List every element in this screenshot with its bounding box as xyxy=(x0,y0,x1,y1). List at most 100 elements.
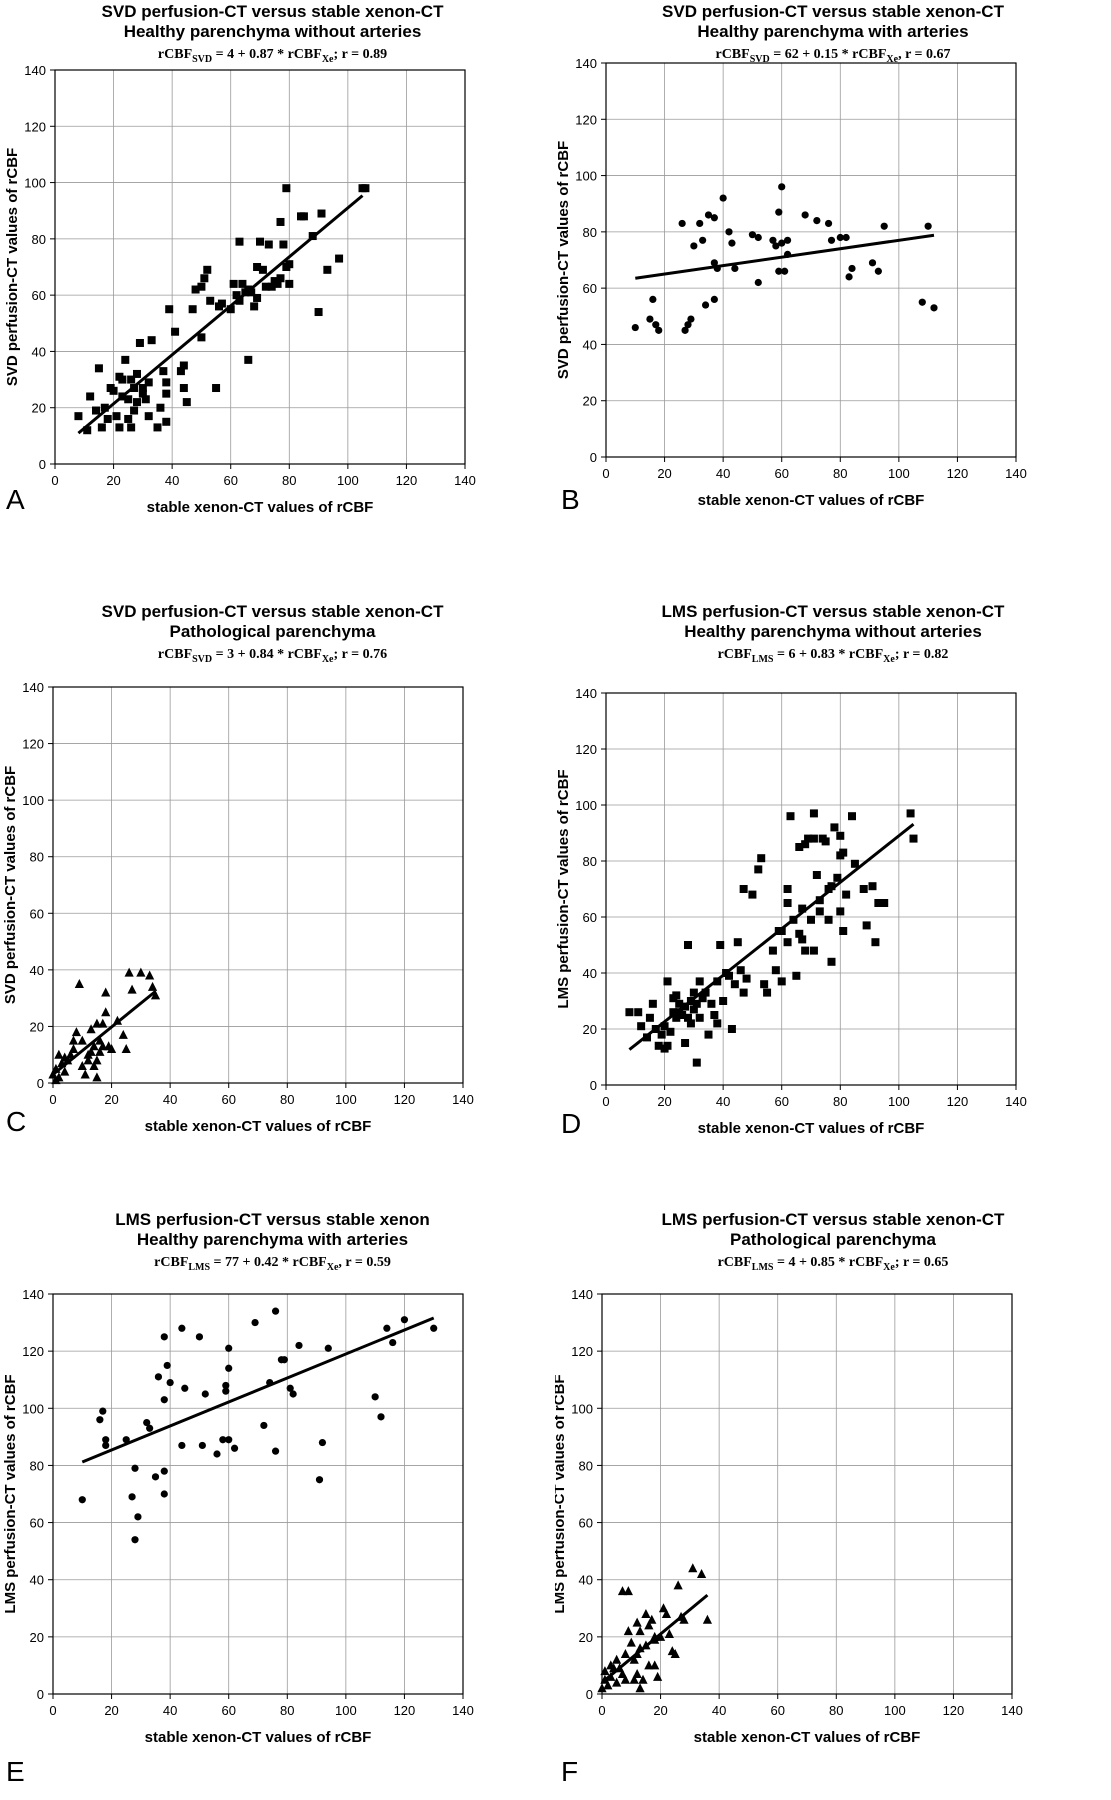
eq-prefix: rCBF xyxy=(715,47,750,62)
data-point-triangle xyxy=(54,1049,64,1059)
y-axis-label: SVD perfusion-CT values of rCBF xyxy=(4,148,21,386)
data-point-square xyxy=(768,946,777,955)
data-point-circle xyxy=(146,1424,154,1432)
x-tick-label: 60 xyxy=(770,1703,784,1718)
data-point-circle xyxy=(400,1316,409,1324)
data-point-square xyxy=(839,848,848,857)
y-axis-label: SVD perfusion-CT values of rCBF xyxy=(2,766,19,1004)
data-point-square xyxy=(719,997,728,1005)
data-point-square xyxy=(97,423,106,432)
x-tick-label: 140 xyxy=(452,1703,474,1718)
data-point-square xyxy=(801,946,810,955)
data-point-square xyxy=(188,305,197,314)
x-tick-label: 80 xyxy=(282,473,296,488)
data-point-square xyxy=(783,938,792,947)
data-point-triangle xyxy=(89,1061,99,1071)
data-point-triangle xyxy=(635,1683,645,1693)
x-tick-label: 140 xyxy=(1005,1094,1027,1109)
data-point-triangle xyxy=(71,1027,82,1037)
data-point-circle xyxy=(181,1384,189,1392)
data-point-square xyxy=(264,240,273,249)
data-point-square xyxy=(645,1013,654,1022)
data-point-square xyxy=(821,837,830,846)
data-point-square xyxy=(226,305,235,314)
eq-suffix: , r = 0.67 xyxy=(898,47,951,62)
data-point-circle xyxy=(225,1436,233,1444)
eq-sub1: LMS xyxy=(751,653,774,665)
data-point-circle xyxy=(813,217,821,225)
data-point-triangle xyxy=(629,1654,639,1664)
data-point-triangle xyxy=(77,1061,87,1071)
eq-mid: = 62 + 0.15 * rCBF xyxy=(769,47,887,62)
regression-equation: rCBFLMS = 4 + 0.85 * rCBFXe; r = 0.65 xyxy=(555,1254,1111,1277)
data-point-triangle xyxy=(77,1035,87,1045)
chart-title-line2: Healthy parenchyma without arteries xyxy=(123,22,422,41)
data-point-square xyxy=(317,209,326,218)
data-point-triangle xyxy=(661,1609,672,1618)
data-point-square xyxy=(815,907,824,916)
data-point-circle xyxy=(178,1324,186,1332)
data-point-triangle xyxy=(644,1620,654,1630)
y-tick-label: 80 xyxy=(579,1458,593,1473)
y-tick-label: 140 xyxy=(571,1287,593,1302)
y-tick-label: 20 xyxy=(579,1630,593,1645)
data-point-circle xyxy=(646,315,654,323)
plot-frame xyxy=(52,1293,464,1695)
data-point-circle xyxy=(230,1444,239,1452)
data-point-square xyxy=(783,899,792,907)
data-point-square xyxy=(801,840,810,849)
data-point-square xyxy=(795,929,804,938)
data-point-square xyxy=(258,265,267,274)
eq-prefix: rCBF xyxy=(154,1255,189,1270)
y-tick-label: 40 xyxy=(583,966,597,981)
y-tick-label: 120 xyxy=(575,742,597,757)
y-tick-label: 20 xyxy=(583,1022,597,1037)
y-tick-label: 0 xyxy=(590,1078,597,1093)
data-point-circle xyxy=(128,1493,136,1501)
y-tick-label: 40 xyxy=(30,1573,44,1588)
y-tick-label: 120 xyxy=(575,112,597,127)
x-axis-label: stable xenon-CT values of rCBF xyxy=(698,492,925,509)
data-point-square xyxy=(121,355,130,364)
data-point-circle xyxy=(160,1333,168,1341)
data-point-triangle xyxy=(635,1626,645,1636)
chart-title: LMS perfusion-CT versus stable xenon-CT P… xyxy=(555,1210,1111,1250)
scatter-plot-e: 00 20 20 40 40 60 60 80 80 100 100 120 120 140 140 stab… xyxy=(2,1287,474,1746)
y-tick-label: 20 xyxy=(30,1019,44,1034)
regression-line xyxy=(628,823,915,1051)
data-point-circle xyxy=(874,267,882,275)
scatter-plot-c: 00 20 20 40 40 60 60 80 80 100 100 120 120 140 140 stab… xyxy=(2,680,474,1135)
y-axis-label: LMS perfusion-CT values of rCBF xyxy=(2,1374,19,1613)
data-point-triangle xyxy=(92,1055,102,1065)
data-point-circle xyxy=(775,267,783,275)
eq-suffix: ; r = 0.76 xyxy=(333,647,388,662)
data-point-circle xyxy=(684,321,692,329)
data-point-triangle xyxy=(124,967,134,977)
data-point-square xyxy=(871,938,880,947)
eq-prefix: rCBF xyxy=(717,647,752,662)
eq-suffix: ; r = 0.65 xyxy=(894,1255,949,1270)
data-point-square xyxy=(909,834,918,843)
plot-frame xyxy=(52,686,464,1084)
data-point-square xyxy=(836,907,845,916)
data-point-square xyxy=(792,971,801,980)
data-point-triangle xyxy=(147,981,158,991)
x-tick-label: 40 xyxy=(716,1094,730,1109)
data-point-square xyxy=(812,871,821,879)
y-tick-label: 60 xyxy=(32,288,46,303)
x-tick-label: 40 xyxy=(712,1703,726,1718)
data-point-square xyxy=(247,288,256,297)
chart-title-line1: LMS perfusion-CT versus stable xenon-CT xyxy=(661,1210,1005,1229)
x-tick-label: 120 xyxy=(947,466,969,481)
data-point-square xyxy=(323,265,332,274)
data-point-triangle xyxy=(673,1580,683,1590)
y-tick-label: 120 xyxy=(22,737,44,752)
data-point-square xyxy=(103,414,112,423)
data-point-square xyxy=(250,302,259,311)
data-point-square xyxy=(273,279,282,288)
data-point-circle xyxy=(845,273,853,281)
data-point-square xyxy=(83,426,92,435)
x-axis-label: stable xenon-CT values of rCBF xyxy=(694,1729,921,1746)
data-point-circle xyxy=(699,236,707,244)
data-point-square xyxy=(833,873,842,882)
